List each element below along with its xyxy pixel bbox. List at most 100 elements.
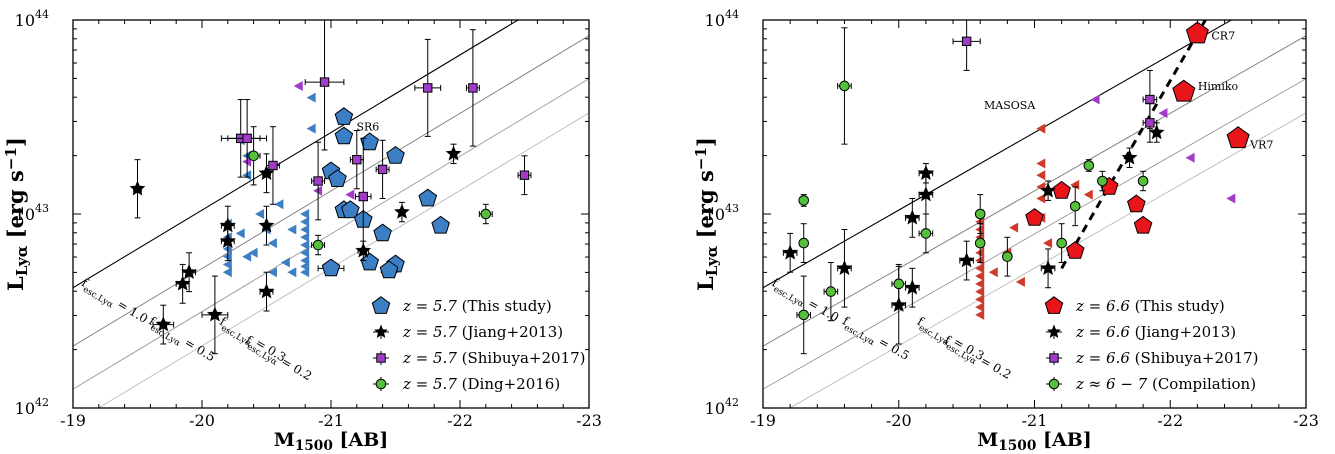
upper-limit-marker bbox=[293, 80, 303, 91]
upper-limit-marker bbox=[1036, 123, 1046, 134]
data-point bbox=[1133, 215, 1153, 234]
upper-limit-marker bbox=[287, 267, 297, 278]
y-axis-label: LLyα [erg s−1] bbox=[2, 137, 31, 291]
x-tick-label: -20 bbox=[189, 411, 215, 430]
upper-limit-marker bbox=[280, 257, 290, 268]
data-point bbox=[181, 263, 198, 279]
data-point bbox=[206, 306, 223, 322]
data-point bbox=[1002, 251, 1013, 262]
series-2 bbox=[220, 20, 532, 256]
data-point bbox=[798, 237, 810, 249]
data-point bbox=[1127, 194, 1146, 213]
data-point bbox=[519, 170, 530, 180]
x-axis-label: M1500 [AB] bbox=[274, 429, 389, 454]
upper-limit-marker bbox=[300, 232, 310, 243]
upper-limit-marker bbox=[1185, 152, 1195, 163]
data-point bbox=[1185, 21, 1209, 44]
upper-limit-marker bbox=[287, 224, 297, 235]
plot-area bbox=[763, 20, 1306, 408]
data-point bbox=[352, 154, 362, 165]
upper-limit-marker bbox=[255, 209, 265, 219]
y-axis-label: LLyα [erg s−1] bbox=[692, 137, 721, 291]
fesc-line-0_2 bbox=[788, 112, 1306, 408]
x-tick-label: -19 bbox=[60, 411, 86, 430]
annotation-vr7: VR7 bbox=[1249, 138, 1273, 151]
data-point bbox=[480, 208, 492, 220]
series-0 bbox=[975, 21, 1250, 320]
legend-marker bbox=[375, 378, 387, 390]
legend-marker bbox=[1049, 353, 1059, 363]
data-point bbox=[798, 309, 810, 321]
upper-limit-marker bbox=[300, 247, 310, 258]
legend-marker bbox=[376, 353, 386, 363]
series-3 bbox=[246, 126, 493, 256]
data-point bbox=[904, 279, 921, 295]
data-point bbox=[319, 77, 330, 87]
data-point bbox=[825, 286, 837, 297]
data-point bbox=[920, 228, 932, 239]
legend-label: z ≈ 6 − 7 (Compilation) bbox=[1075, 375, 1256, 393]
legend-marker bbox=[371, 296, 391, 314]
legend-marker bbox=[1047, 324, 1061, 338]
upper-limit-marker bbox=[1015, 276, 1025, 287]
upper-limit-marker bbox=[248, 247, 258, 258]
x-tick-label: -21 bbox=[1022, 411, 1048, 430]
data-point bbox=[958, 252, 975, 268]
data-point bbox=[1065, 241, 1085, 259]
data-point bbox=[836, 259, 853, 276]
data-point bbox=[1052, 180, 1071, 199]
upper-limit-marker bbox=[1043, 238, 1053, 249]
upper-limit-marker bbox=[242, 251, 252, 262]
trend-line bbox=[1060, 20, 1208, 270]
upper-limit-marker bbox=[1158, 108, 1168, 119]
data-point bbox=[312, 239, 324, 251]
data-point bbox=[341, 200, 360, 219]
legend-marker bbox=[1048, 378, 1060, 390]
data-point bbox=[974, 208, 986, 220]
data-point bbox=[904, 209, 921, 225]
data-point bbox=[1025, 208, 1044, 226]
data-point bbox=[1040, 259, 1056, 276]
upper-limit-marker bbox=[300, 240, 310, 251]
data-point bbox=[839, 80, 850, 92]
upper-limit-marker bbox=[975, 302, 985, 313]
data-point bbox=[174, 275, 191, 291]
x-tick-label: -21 bbox=[318, 411, 344, 430]
upper-limit-marker bbox=[975, 294, 985, 305]
data-point bbox=[155, 316, 172, 332]
upper-limit-marker bbox=[975, 309, 985, 320]
series-0 bbox=[222, 92, 450, 279]
upper-limit-marker bbox=[235, 228, 245, 239]
data-point bbox=[248, 150, 259, 162]
upper-limit-marker bbox=[988, 267, 998, 278]
legend-label: z = 6.6 (Shibuya+2017) bbox=[1075, 349, 1259, 367]
upper-limit-marker bbox=[306, 123, 316, 134]
data-point bbox=[468, 83, 478, 93]
legend-label: z = 6.6 (This study) bbox=[1075, 297, 1225, 315]
legend: z = 6.6 (This study) z = 6.6 (Jiang+2013)… bbox=[1044, 296, 1259, 393]
upper-limit-marker bbox=[1036, 193, 1046, 204]
data-point bbox=[258, 217, 275, 233]
data-point bbox=[974, 237, 986, 249]
fesc-line-1 bbox=[763, 20, 1233, 289]
upper-limit-marker bbox=[1036, 158, 1046, 169]
data-point bbox=[1226, 126, 1250, 149]
data-point bbox=[1148, 124, 1165, 140]
data-point bbox=[334, 107, 354, 125]
series-1 bbox=[129, 143, 462, 355]
legend-marker bbox=[374, 324, 388, 338]
x-tick-label: -20 bbox=[886, 411, 912, 430]
data-point bbox=[334, 126, 354, 145]
legend-label: z = 6.6 (Jiang+2013) bbox=[1075, 323, 1236, 341]
data-point bbox=[893, 278, 905, 290]
legend-label: z = 5.7 (This study) bbox=[402, 297, 552, 315]
x-tick-label: -23 bbox=[576, 411, 602, 430]
legend-marker bbox=[1044, 296, 1064, 314]
data-point bbox=[445, 145, 462, 161]
upper-limit-marker bbox=[1036, 170, 1046, 181]
data-point bbox=[431, 215, 450, 234]
data-point bbox=[328, 169, 347, 187]
y-tick-label: 1042 bbox=[15, 396, 49, 418]
